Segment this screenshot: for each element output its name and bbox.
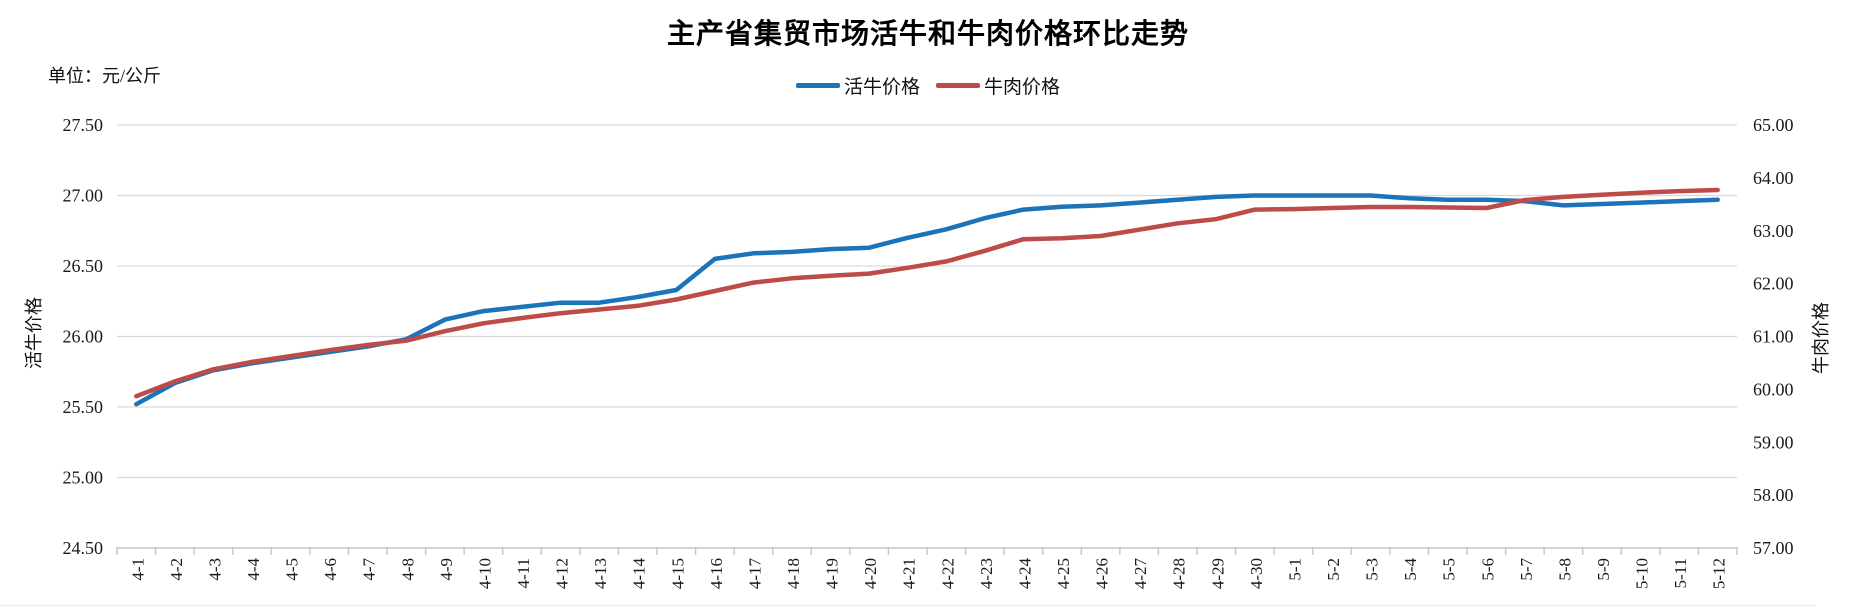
x-axis-label: 4-13 <box>591 558 610 589</box>
x-axis-label: 4-25 <box>1054 558 1073 589</box>
x-axis-label: 4-5 <box>283 558 302 581</box>
beef-price-line <box>134 187 1720 399</box>
legend-label-live-cattle: 活牛价格 <box>843 77 920 98</box>
x-axis-label: 4-18 <box>784 558 803 589</box>
right-axis-tick-label: 60.00 <box>1753 379 1794 399</box>
right-axis-tick-label: 58.00 <box>1753 485 1794 505</box>
x-axis-label: 5-4 <box>1401 558 1420 581</box>
x-axis-label: 4-2 <box>167 558 186 581</box>
right-axis-tick-label: 57.00 <box>1753 538 1794 558</box>
left-axis-tick-label: 26.00 <box>63 327 104 347</box>
x-axis-label: 5-1 <box>1285 558 1304 581</box>
legend-item-beef: 牛肉价格 <box>936 72 1060 99</box>
x-axis-label: 4-19 <box>823 558 842 589</box>
x-axis-label: 4-7 <box>360 558 379 581</box>
x-axis-label: 5-2 <box>1324 558 1343 581</box>
x-axis-label: 5-5 <box>1440 558 1459 581</box>
x-axis-label: 5-11 <box>1671 558 1690 589</box>
left-axis-tick-label: 27.00 <box>63 186 104 206</box>
x-axis-label: 5-3 <box>1363 558 1382 581</box>
live-cattle-line-swatch <box>795 83 840 88</box>
x-axis-label: 4-21 <box>900 558 919 589</box>
x-axis-label: 4-9 <box>437 558 456 581</box>
legend-item-live-cattle: 活牛价格 <box>795 72 920 99</box>
x-axis-label: 4-23 <box>977 558 996 589</box>
unit-label: 单位：元/公斤 <box>48 66 162 86</box>
right-axis-tick-label: 62.00 <box>1753 274 1794 294</box>
x-axis-label: 4-16 <box>707 558 726 589</box>
x-axis-label: 4-6 <box>321 558 340 581</box>
bottom-divider <box>0 605 1816 606</box>
left-axis-tick-label: 25.50 <box>63 397 104 417</box>
right-axis-tick-label: 64.00 <box>1753 168 1794 188</box>
x-axis-label: 4-20 <box>861 558 880 589</box>
x-axis-label: 4-24 <box>1015 558 1034 590</box>
x-axis-label: 4-10 <box>475 558 494 589</box>
right-axis-tick-label: 59.00 <box>1753 432 1794 452</box>
x-axis-label: 4-29 <box>1208 558 1227 589</box>
x-axis-label: 4-22 <box>938 558 957 589</box>
left-axis-tick-label: 26.50 <box>63 256 104 276</box>
x-axis-label: 4-11 <box>514 558 533 589</box>
left-axis-tick-label: 25.00 <box>63 468 104 488</box>
x-axis-label: 4-15 <box>668 558 687 589</box>
right-axis-tick-label: 61.00 <box>1753 327 1794 347</box>
beef-line-swatch <box>936 83 980 88</box>
x-axis-label: 5-12 <box>1710 558 1729 589</box>
x-axis-label: 5-10 <box>1633 558 1652 589</box>
x-axis-label: 4-30 <box>1247 558 1266 589</box>
legend-label-beef: 牛肉价格 <box>984 77 1061 98</box>
right-axis-tick-label: 63.00 <box>1753 221 1794 241</box>
x-axis-label: 4-12 <box>553 558 572 589</box>
x-axis-label: 4-3 <box>205 558 224 581</box>
x-axis-label: 4-28 <box>1170 558 1189 589</box>
x-axis-label: 4-27 <box>1131 558 1150 590</box>
right-axis-tick-label: 65.00 <box>1753 115 1794 135</box>
x-axis-label: 4-14 <box>630 558 649 590</box>
left-axis-tick-label: 27.50 <box>63 115 104 135</box>
x-axis-label: 5-7 <box>1517 558 1536 581</box>
x-axis-label: 5-6 <box>1478 558 1497 581</box>
x-axis-label: 4-1 <box>128 558 147 581</box>
x-axis-label: 4-4 <box>244 558 263 581</box>
x-axis-label: 4-8 <box>398 558 417 581</box>
left-axis-tick-label: 24.50 <box>63 538 104 558</box>
x-axis-label: 5-9 <box>1594 558 1613 581</box>
x-axis-label: 5-8 <box>1555 558 1574 581</box>
x-axis-label: 4-26 <box>1093 558 1112 589</box>
legend: 活牛价格 牛肉价格 <box>0 72 1856 99</box>
chart-title: 主产省集贸市场活牛和牛肉价格环比走势 <box>666 19 1189 50</box>
x-axis-label: 4-17 <box>745 558 764 590</box>
live-cattle-price-line <box>134 193 1720 407</box>
